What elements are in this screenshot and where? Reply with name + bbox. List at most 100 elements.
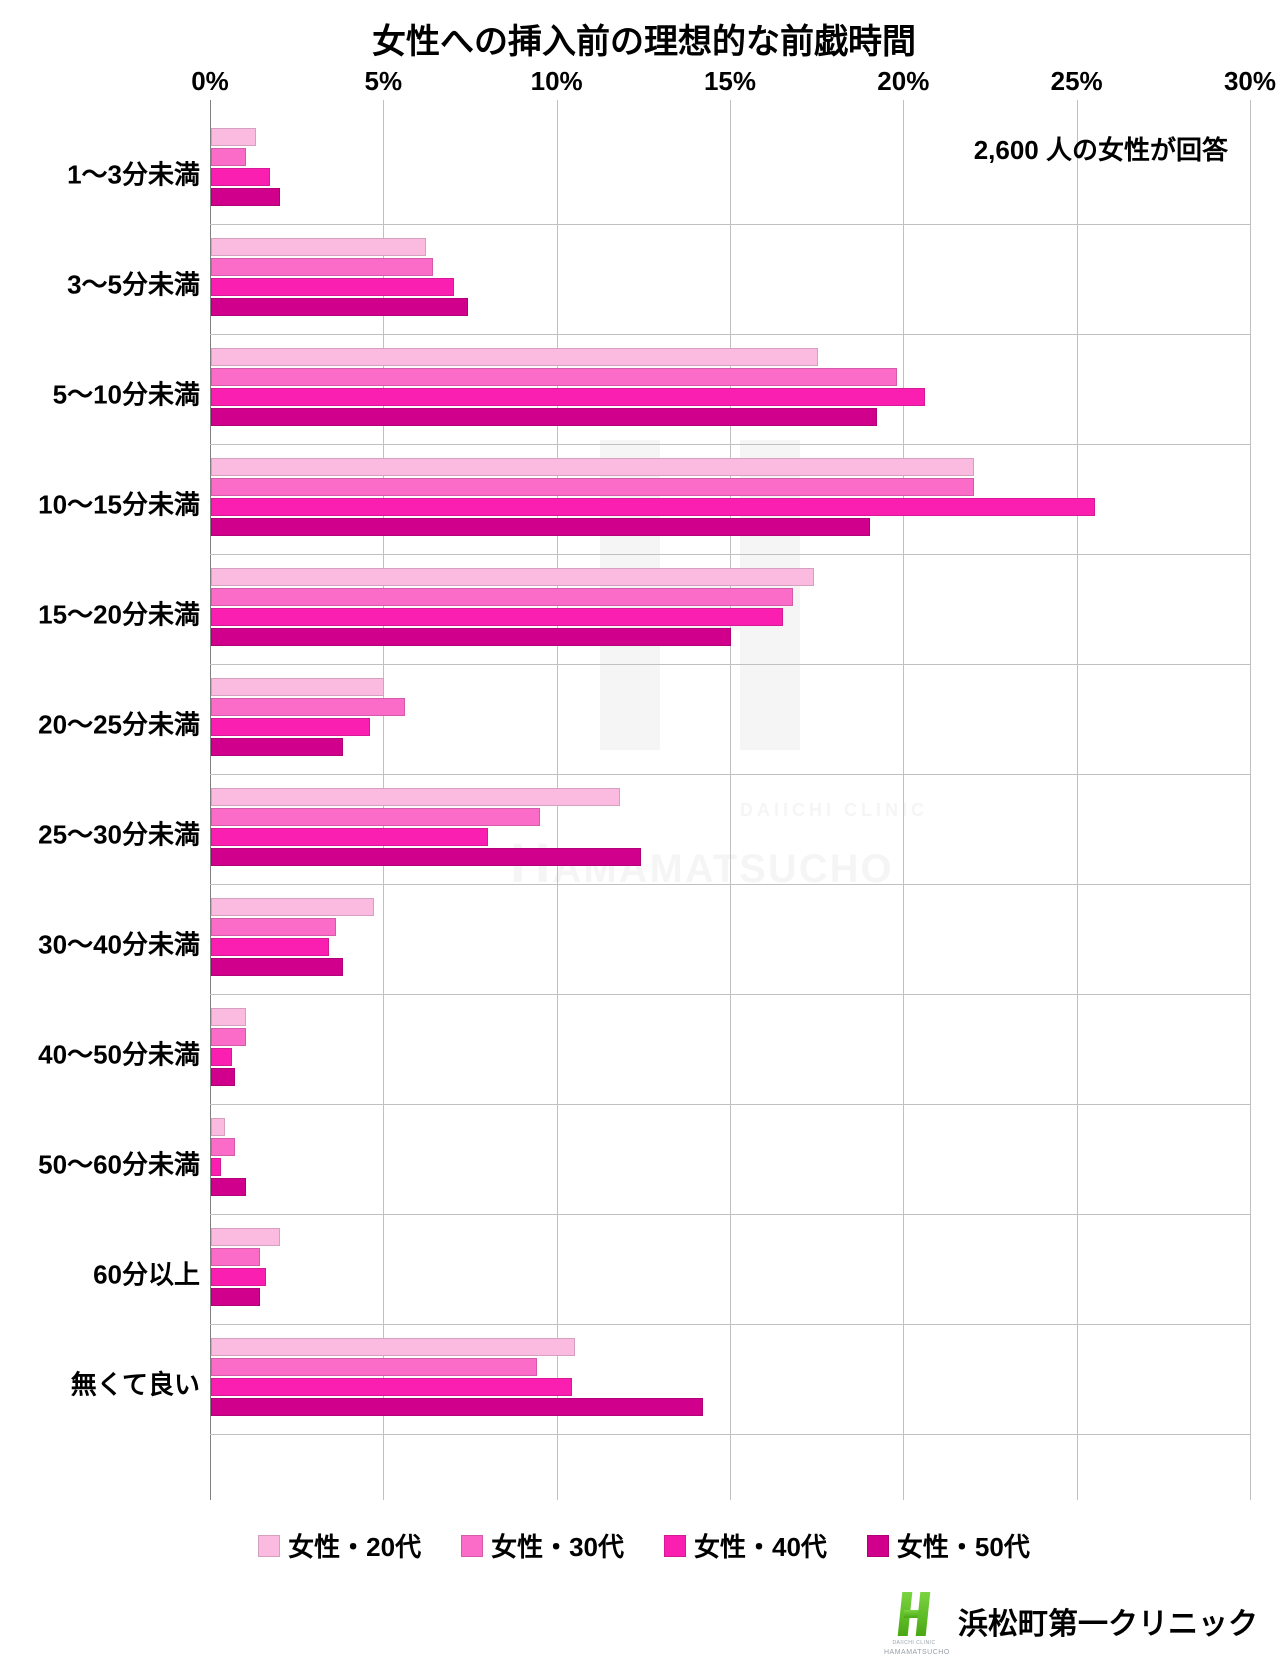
- bar: [211, 1118, 225, 1136]
- gridline-horizontal: [210, 1214, 1250, 1215]
- gridline-horizontal: [210, 1324, 1250, 1325]
- bar: [211, 128, 256, 146]
- bar: [211, 1398, 703, 1416]
- bar: [211, 1068, 235, 1086]
- bar: [211, 238, 426, 256]
- category-label: 60分以上: [10, 1255, 200, 1292]
- gridline-vertical: [730, 100, 731, 1500]
- respondent-note: 2,600 人の女性が回答: [974, 130, 1228, 167]
- chart-title: 女性への挿入前の理想的な前戯時間: [0, 14, 1288, 63]
- category-label: 50～60分未満: [10, 1145, 200, 1182]
- category-label: 30～40分未満: [10, 925, 200, 962]
- bar: [211, 298, 468, 316]
- category-label: 40～50分未満: [10, 1035, 200, 1072]
- x-axis-tick-label: 25%: [1051, 66, 1103, 97]
- bar: [211, 1378, 572, 1396]
- bar: [211, 168, 270, 186]
- bar: [211, 628, 731, 646]
- legend-label: 女性・50代: [897, 1527, 1030, 1564]
- legend-swatch: [461, 1535, 483, 1557]
- bar: [211, 808, 540, 826]
- legend-swatch: [258, 1535, 280, 1557]
- bar: [211, 368, 897, 386]
- bar: [211, 918, 336, 936]
- bar: [211, 588, 793, 606]
- gridline-vertical: [1077, 100, 1078, 1500]
- category-label: 5～10分未満: [10, 375, 200, 412]
- chart-container: 女性への挿入前の理想的な前戯時間 HAMAMATSUCHO DAIICHI CL…: [0, 0, 1288, 1674]
- bar: [211, 678, 384, 696]
- gridline-horizontal: [210, 444, 1250, 445]
- gridline-horizontal: [210, 884, 1250, 885]
- bar: [211, 1248, 260, 1266]
- bar: [211, 938, 329, 956]
- gridline-horizontal: [210, 1104, 1250, 1105]
- footer: DAIICHI CLINIC HAMAMATSUCHO 浜松町第一クリニック: [884, 1586, 1258, 1656]
- category-label: 20～25分未満: [10, 705, 200, 742]
- legend-item: 女性・30代: [461, 1527, 624, 1564]
- legend-swatch: [664, 1535, 686, 1557]
- bar: [211, 188, 280, 206]
- bar: [211, 1048, 232, 1066]
- bar: [211, 1288, 260, 1306]
- bar: [211, 848, 641, 866]
- gridline-vertical: [1250, 100, 1251, 1500]
- x-axis-tick-label: 10%: [531, 66, 583, 97]
- bar: [211, 698, 405, 716]
- bar: [211, 718, 370, 736]
- bar: [211, 898, 374, 916]
- bar: [211, 458, 974, 476]
- bar: [211, 1028, 246, 1046]
- gridline-horizontal: [210, 554, 1250, 555]
- bar: [211, 258, 433, 276]
- bar: [211, 1358, 537, 1376]
- clinic-logo-icon: DAIICHI CLINIC HAMAMATSUCHO: [884, 1586, 944, 1656]
- bar: [211, 498, 1095, 516]
- plot-area: HAMAMATSUCHO DAIICHI CLINIC 0%5%10%15%20…: [210, 100, 1250, 1500]
- legend-item: 女性・40代: [664, 1527, 827, 1564]
- bar: [211, 518, 870, 536]
- category-label: 3～5分未満: [10, 265, 200, 302]
- bar: [211, 388, 925, 406]
- bar: [211, 1008, 246, 1026]
- bar: [211, 148, 246, 166]
- bar: [211, 408, 877, 426]
- bar: [211, 1228, 280, 1246]
- category-label: 15～20分未満: [10, 595, 200, 632]
- bar: [211, 478, 974, 496]
- watermark-text-small: DAIICHI CLINIC: [740, 800, 928, 821]
- legend-label: 女性・40代: [694, 1527, 827, 1564]
- bar: [211, 568, 814, 586]
- x-axis-tick-label: 15%: [704, 66, 756, 97]
- x-axis-tick-label: 30%: [1224, 66, 1276, 97]
- bar: [211, 608, 783, 626]
- bar: [211, 1268, 266, 1286]
- bar: [211, 738, 343, 756]
- gridline-horizontal: [210, 774, 1250, 775]
- gridline-horizontal: [210, 664, 1250, 665]
- x-axis-tick-label: 0%: [191, 66, 229, 97]
- bar: [211, 348, 818, 366]
- bar: [211, 1138, 235, 1156]
- bar: [211, 278, 454, 296]
- clinic-name: 浜松町第一クリニック: [958, 1599, 1258, 1643]
- legend-item: 女性・20代: [258, 1527, 421, 1564]
- gridline-horizontal: [210, 224, 1250, 225]
- legend-swatch: [867, 1535, 889, 1557]
- category-label: 25～30分未満: [10, 815, 200, 852]
- legend: 女性・20代 女性・30代 女性・40代 女性・50代: [0, 1527, 1288, 1564]
- bar: [211, 1338, 575, 1356]
- bar: [211, 788, 620, 806]
- legend-label: 女性・30代: [491, 1527, 624, 1564]
- category-label: 無くて良い: [10, 1365, 200, 1402]
- gridline-vertical: [903, 100, 904, 1500]
- gridline-horizontal: [210, 994, 1250, 995]
- gridline-horizontal: [210, 1434, 1250, 1435]
- x-axis-tick-label: 5%: [365, 66, 403, 97]
- bar: [211, 958, 343, 976]
- gridline-horizontal: [210, 334, 1250, 335]
- bar: [211, 828, 488, 846]
- bar: [211, 1178, 246, 1196]
- bar: [211, 1158, 221, 1176]
- category-label: 1～3分未満: [10, 155, 200, 192]
